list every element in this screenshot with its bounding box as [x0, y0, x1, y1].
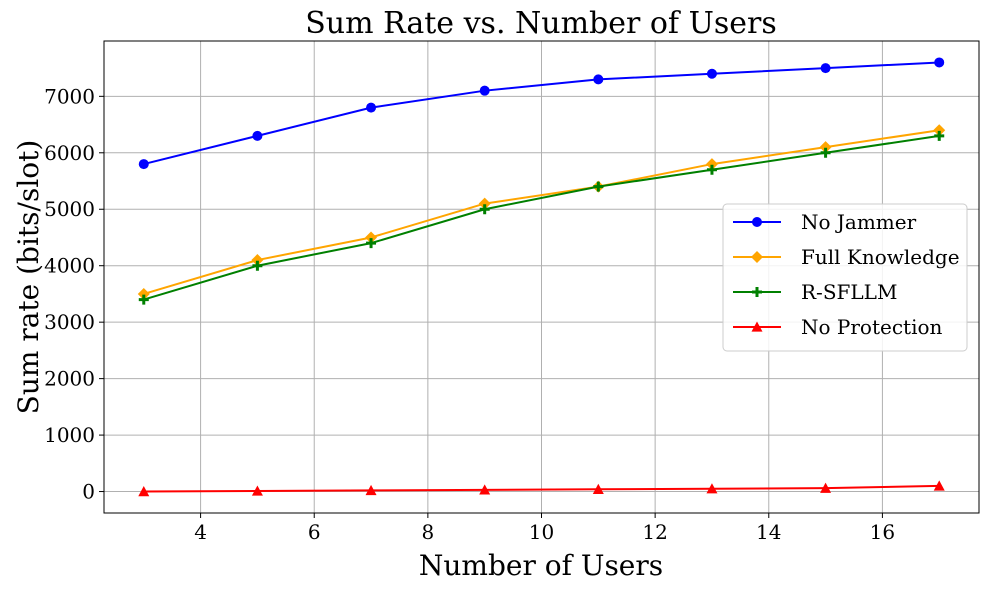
- series-line: [143, 484, 940, 493]
- legend-marker: [751, 251, 763, 263]
- y-tick-label: 2000: [44, 367, 95, 391]
- x-tick-label: 12: [642, 520, 667, 544]
- x-tick-label: 8: [421, 520, 434, 544]
- legend-marker: [752, 287, 762, 297]
- series-line: [143, 134, 940, 301]
- legend: No Jammer Full Knowledge R-SFLLM No Protect…: [722, 203, 968, 352]
- y-tick-label: 1000: [44, 423, 95, 447]
- data-point: [479, 204, 490, 215]
- legend-label: R-SFLLM: [801, 280, 897, 304]
- series-line: [143, 129, 940, 295]
- data-point: [593, 74, 604, 85]
- series-line: [143, 61, 940, 166]
- data-point: [933, 480, 945, 491]
- chart-title: Sum Rate vs. Number of Users: [305, 6, 777, 41]
- y-tick-label: 3000: [44, 310, 95, 334]
- legend-marker: [751, 321, 763, 332]
- data-point: [252, 260, 263, 271]
- x-tick-label: 14: [756, 520, 781, 544]
- data-point: [934, 57, 945, 68]
- legend-entry: R-SFLLM: [733, 280, 897, 304]
- data-point: [479, 484, 491, 495]
- series-no-jammer: [138, 57, 945, 170]
- data-point: [933, 124, 946, 137]
- y-tick-label: 7000: [44, 84, 95, 108]
- legend-marker: [752, 217, 762, 227]
- data-point: [819, 141, 832, 154]
- data-point: [934, 130, 945, 141]
- data-point: [251, 485, 263, 496]
- x-tick-label: 4: [194, 520, 207, 544]
- data-point: [820, 147, 831, 158]
- y-axis-ticks: 0 1000 2000 3000 4000 5000 6000 7000: [44, 84, 104, 504]
- legend-entry: No Protection: [733, 315, 943, 339]
- data-point: [820, 482, 832, 493]
- data-point: [706, 164, 717, 175]
- data-point: [592, 483, 604, 494]
- legend-entry: No Jammer: [733, 210, 917, 234]
- legend-label: No Jammer: [801, 210, 917, 234]
- data-point: [706, 483, 718, 494]
- data-point: [479, 85, 490, 96]
- y-axis-label: Sum rate (bits/slot): [12, 140, 45, 415]
- legend-label: No Protection: [801, 315, 943, 339]
- legend-entry: Full Knowledge: [733, 245, 960, 269]
- data-point: [593, 181, 604, 192]
- x-axis-ticks: 4 6 8 10 12 14 16: [194, 513, 895, 544]
- y-tick-label: 5000: [44, 197, 95, 221]
- y-tick-label: 4000: [44, 254, 95, 278]
- data-point: [366, 102, 377, 113]
- series-no-protection: [138, 480, 945, 497]
- data-point: [706, 68, 717, 79]
- series-layer: [137, 57, 946, 497]
- data-point: [478, 197, 491, 210]
- data-point: [705, 158, 718, 171]
- series-full-knowledge: [137, 124, 946, 300]
- x-axis-label: Number of Users: [419, 549, 663, 582]
- data-point: [365, 231, 378, 244]
- x-tick-label: 6: [308, 520, 321, 544]
- data-point: [138, 294, 149, 305]
- x-tick-label: 10: [529, 520, 554, 544]
- data-point: [138, 486, 150, 497]
- data-point: [137, 287, 150, 300]
- x-tick-label: 16: [870, 520, 895, 544]
- data-point: [251, 254, 264, 267]
- legend-box: [722, 203, 968, 352]
- data-point: [820, 63, 831, 74]
- legend-items: No Jammer Full Knowledge R-SFLLM No Protect…: [733, 210, 960, 339]
- y-tick-label: 0: [82, 480, 95, 504]
- series-r-sfllm: [138, 130, 945, 305]
- data-point: [365, 484, 377, 496]
- data-point: [366, 238, 377, 249]
- data-point: [252, 130, 263, 141]
- legend-label: Full Knowledge: [801, 245, 960, 269]
- data-point: [138, 159, 149, 170]
- y-tick-label: 6000: [44, 141, 95, 165]
